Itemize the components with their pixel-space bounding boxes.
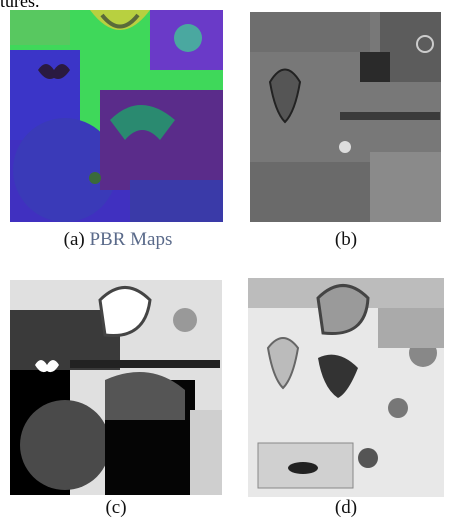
- caption-label: (d): [335, 497, 357, 518]
- image-a: [10, 10, 223, 222]
- image-d: [248, 278, 444, 497]
- image-c: [10, 280, 222, 495]
- caption-label: (c): [105, 497, 126, 518]
- caption-link[interactable]: PBR Maps: [89, 229, 172, 250]
- caption-b: (b): [236, 229, 453, 251]
- caption-label: (a): [64, 229, 85, 250]
- caption-a: (a) PBR Maps: [8, 229, 228, 251]
- caption-label: (b): [335, 229, 357, 250]
- caption-d: (d): [236, 497, 453, 519]
- image-b: [250, 12, 441, 222]
- page: tures. (a) PBR Maps (b) (c) (d) {"fragme…: [0, 0, 453, 522]
- caption-c: (c): [6, 497, 226, 519]
